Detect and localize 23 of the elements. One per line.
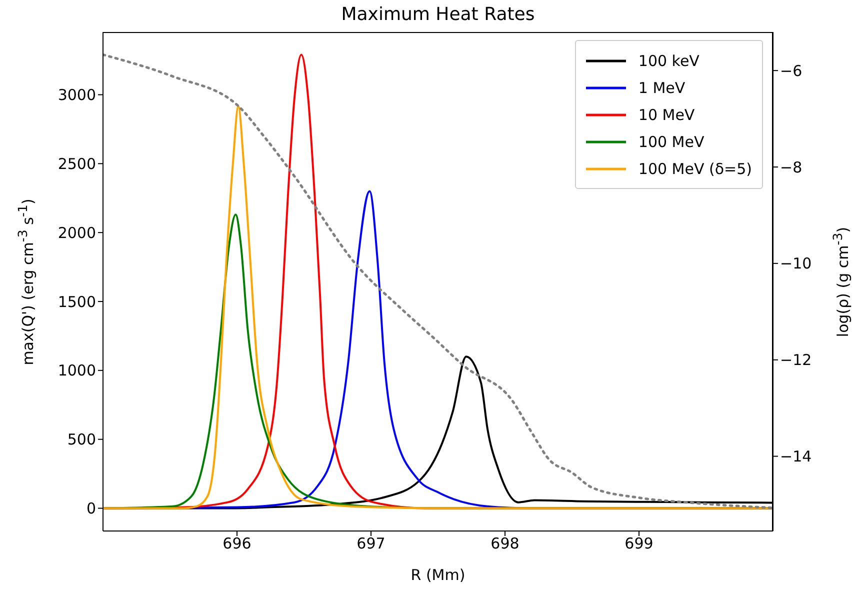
y2-tick-label: −12 xyxy=(780,351,812,370)
y2-tick-label: −14 xyxy=(780,448,812,466)
y2-tick-label: −8 xyxy=(780,158,802,176)
legend-label: 100 keV xyxy=(638,52,700,70)
x-tick-label: 698 xyxy=(490,534,520,553)
y-tick-label: 2500 xyxy=(58,154,96,173)
y-tick-label: 2000 xyxy=(58,224,96,242)
legend-label: 1 MeV xyxy=(638,78,686,96)
y-tick-label: 1000 xyxy=(58,362,96,380)
x-tick-label: 699 xyxy=(624,534,654,553)
y-tick-label: 3000 xyxy=(58,86,96,104)
legend-label: 10 MeV xyxy=(638,106,695,124)
x-tick-label: 696 xyxy=(222,534,252,553)
y-tick-label: 0 xyxy=(86,500,96,518)
y2-tick-label: −6 xyxy=(780,62,802,80)
y-tick-label: 500 xyxy=(67,430,96,449)
y2-tick-label: −10 xyxy=(780,254,812,273)
legend-label: 100 MeV (δ=5) xyxy=(638,160,752,178)
x-tick-label: 697 xyxy=(356,534,386,553)
y-tick-label: 1500 xyxy=(58,292,96,311)
legend-label: 100 MeV xyxy=(638,132,704,150)
x-axis-title: R (Mm) xyxy=(410,566,466,584)
chart-title: Maximum Heat Rates xyxy=(340,4,536,25)
